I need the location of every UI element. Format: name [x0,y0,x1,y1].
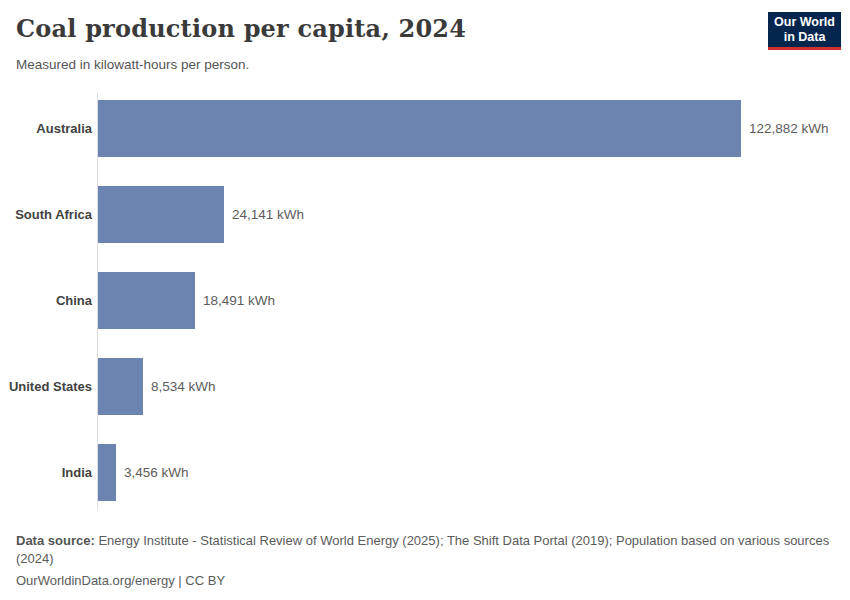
bar-row: United States 8,534 kWh [0,358,850,415]
bar [98,358,143,415]
bar [98,272,195,329]
bar [98,444,116,501]
bar-track: 122,882 kWh [98,100,850,157]
page-title: Coal production per capita, 2024 [16,14,466,43]
data-source-text: Energy Institute - Statistical Review of… [16,533,829,566]
chart-footer: Data source: Energy Institute - Statisti… [16,532,834,590]
bar-chart: Australia 122,882 kWh South Africa 24,141 k… [0,93,850,510]
bar-track: 18,491 kWh [98,272,850,329]
license-line: OurWorldinData.org/energy | CC BY [16,572,834,590]
chart-subtitle: Measured in kilowatt-hours per person. [16,57,249,72]
bar-row: China 18,491 kWh [0,272,850,329]
category-label: Australia [0,121,92,136]
category-label: India [0,465,92,480]
bar-row: India 3,456 kWh [0,444,850,501]
data-source-line: Data source: Energy Institute - Statisti… [16,532,834,567]
bar [98,100,741,157]
value-label: 122,882 kWh [749,121,829,136]
category-label: South Africa [0,207,92,222]
bar-track: 8,534 kWh [98,358,850,415]
bar-row: South Africa 24,141 kWh [0,186,850,243]
value-label: 3,456 kWh [124,465,189,480]
chart-page: Coal production per capita, 2024 Measure… [0,0,850,600]
bar-row: Australia 122,882 kWh [0,100,850,157]
category-label: China [0,293,92,308]
bar-track: 24,141 kWh [98,186,850,243]
bar-rows: Australia 122,882 kWh South Africa 24,141 k… [0,100,850,501]
data-source-label: Data source: [16,533,95,548]
owid-logo: Our World in Data [768,12,841,50]
value-label: 18,491 kWh [203,293,275,308]
owid-logo-line1: Our World [774,15,835,30]
bar-track: 3,456 kWh [98,444,850,501]
owid-logo-line2: in Data [784,30,826,45]
bar [98,186,224,243]
value-label: 24,141 kWh [232,207,304,222]
value-label: 8,534 kWh [151,379,216,394]
category-label: United States [0,379,92,394]
